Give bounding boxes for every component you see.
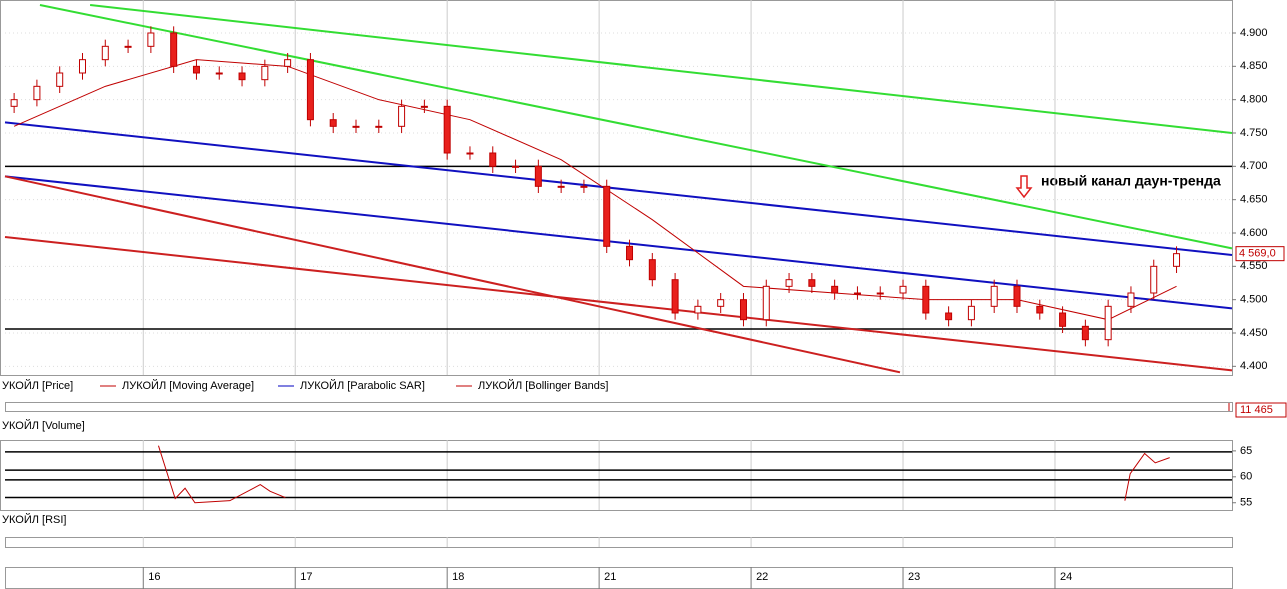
candle-body <box>420 105 428 108</box>
x-tick-label: 17 <box>300 571 312 583</box>
candle-body <box>147 32 155 47</box>
last-price-box <box>1235 246 1285 262</box>
y-tick-label: 4.400 <box>1240 360 1268 372</box>
candle-body <box>603 185 611 247</box>
candle-body <box>945 312 953 321</box>
candle-body <box>671 279 679 314</box>
legend-entry: ЛУКОЙЛ [Bollinger Bands] <box>478 379 608 392</box>
candle-body <box>580 185 588 188</box>
candle-body <box>398 105 406 127</box>
trend-line <box>4 236 1233 372</box>
legend-entry: УКОЙЛ [Price] <box>2 379 73 392</box>
y-tick-label: 4.700 <box>1240 160 1268 172</box>
candle-body <box>785 279 793 287</box>
candle-body <box>1081 325 1089 341</box>
candle-body <box>694 305 702 314</box>
legend-entry: ЛУКОЙЛ [Parabolic SAR] <box>300 379 425 392</box>
panel-label: УКОЙЛ [Volume] <box>2 419 85 432</box>
trend-line <box>4 121 1233 256</box>
candle-body <box>648 259 656 281</box>
candle-body <box>1173 253 1181 267</box>
candle-body <box>489 152 497 167</box>
candle-body <box>215 72 223 75</box>
candle-body <box>238 72 246 81</box>
candle-body <box>557 185 565 188</box>
y-tick-label: 60 <box>1240 471 1252 483</box>
y-tick-label: 4.750 <box>1240 127 1268 139</box>
y-tick-label: 4.800 <box>1240 94 1268 106</box>
volume-label: 11 465 <box>1240 404 1273 416</box>
x-tick-label: 21 <box>604 571 616 583</box>
candle-body <box>466 152 474 155</box>
rsi-panel <box>0 440 1233 511</box>
x-tick-label: 22 <box>756 571 768 583</box>
candle-body <box>443 105 451 154</box>
y-tick-label: 65 <box>1240 445 1252 457</box>
y-tick-label: 4.650 <box>1240 194 1268 206</box>
annotation: новый канал даун-тренда <box>1041 173 1221 189</box>
last-price-label: 4 569,0 <box>1239 248 1276 260</box>
candle-body <box>352 125 360 128</box>
candle-body <box>899 285 907 294</box>
price-panel <box>0 0 1233 376</box>
candle-body <box>192 65 200 74</box>
x-tick-label: 24 <box>1060 571 1072 583</box>
candle-body <box>967 305 975 321</box>
candle-body <box>10 99 18 107</box>
candle-body <box>1104 305 1112 341</box>
y-tick-label: 4.600 <box>1240 227 1268 239</box>
candle-body <box>101 45 109 61</box>
trend-line <box>4 175 1233 310</box>
rsi-line <box>157 445 1170 504</box>
candle-body <box>329 119 337 127</box>
y-tick-label: 4.450 <box>1240 327 1268 339</box>
candle-body <box>284 59 292 67</box>
candle-body <box>56 72 64 87</box>
x-tick-label: 23 <box>908 571 920 583</box>
candle-body <box>762 285 770 321</box>
legend-entry: ЛУКОЙЛ [Moving Average] <box>122 379 254 392</box>
candle-body <box>853 292 861 295</box>
y-tick-label: 4.500 <box>1240 294 1268 306</box>
candle-body <box>170 32 178 67</box>
empty-panel <box>5 537 1233 548</box>
y-tick-label: 4.900 <box>1240 27 1268 39</box>
y-tick-label: 4.850 <box>1240 60 1268 72</box>
volume-box <box>1235 402 1287 418</box>
arrow <box>1015 175 1033 199</box>
candle-body <box>990 285 998 307</box>
candle-body <box>1127 292 1135 307</box>
candle-body <box>1036 305 1044 314</box>
candle-body <box>512 165 520 168</box>
candle-body <box>831 285 839 294</box>
trend-line <box>89 4 1233 134</box>
trend-line <box>39 4 1233 250</box>
trend-line <box>4 175 901 374</box>
candle-body <box>626 245 634 261</box>
candle-body <box>922 285 930 314</box>
volume-panel <box>5 402 1233 412</box>
candle-body <box>306 59 314 121</box>
y-tick-label: 4.550 <box>1240 260 1268 272</box>
candle-body <box>1150 265 1158 294</box>
candle-body <box>375 125 383 128</box>
candle-body <box>739 299 747 321</box>
x-tick-label: 16 <box>148 571 160 583</box>
y-tick-label: 55 <box>1240 497 1252 509</box>
panel-label: УКОЙЛ [RSI] <box>2 513 66 526</box>
candle-body <box>1059 312 1067 327</box>
candle-body <box>78 59 86 74</box>
candle-body <box>261 65 269 81</box>
x-tick-label: 18 <box>452 571 464 583</box>
candle-body <box>808 279 816 287</box>
candle-body <box>717 299 725 307</box>
candle-body <box>124 45 132 48</box>
candle-body <box>1013 285 1021 307</box>
candle-body <box>33 85 41 101</box>
candle-body <box>534 165 542 187</box>
candle-body <box>876 292 884 295</box>
